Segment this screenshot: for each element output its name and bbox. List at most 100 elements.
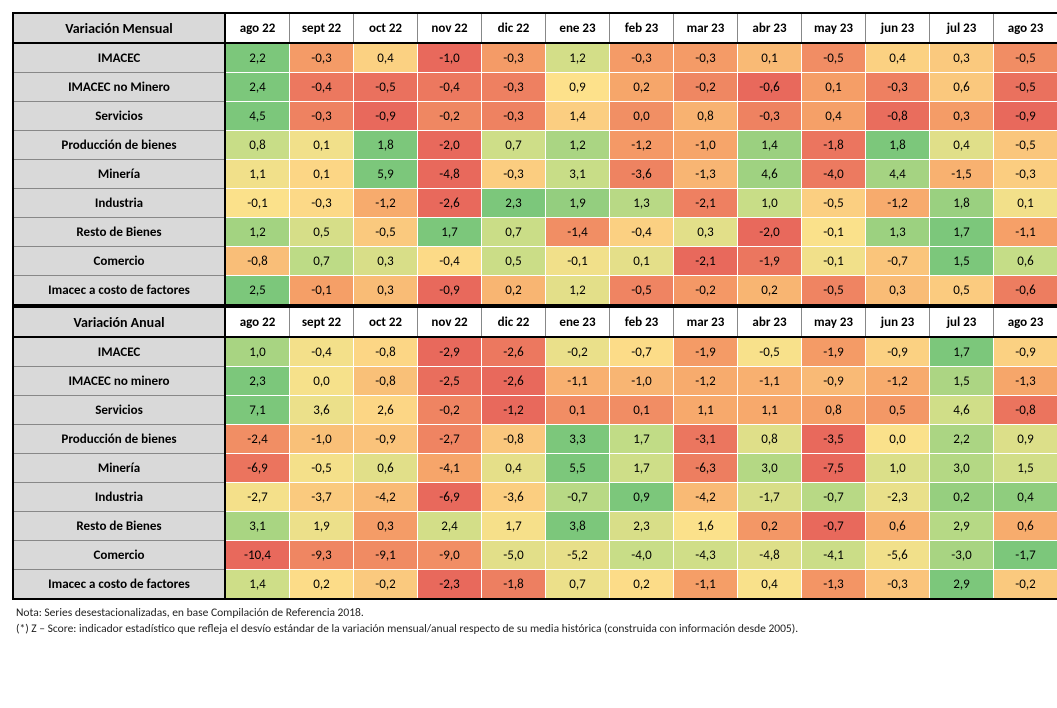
data-cell: -2,6 [482, 367, 546, 396]
data-cell: -2,0 [738, 218, 802, 247]
data-cell: 1,1 [674, 396, 738, 425]
data-cell: -0,8 [354, 367, 418, 396]
data-cell: -0,2 [546, 337, 610, 367]
data-cell: 0,0 [866, 425, 930, 454]
data-cell: -3,6 [482, 483, 546, 512]
data-cell: 0,2 [290, 570, 354, 600]
data-cell: 2,3 [610, 512, 674, 541]
data-cell: -0,5 [802, 43, 866, 73]
data-cell: 3,6 [290, 396, 354, 425]
data-cell: -0,1 [546, 247, 610, 276]
data-cell: 1,9 [546, 189, 610, 218]
data-cell: -0,5 [610, 276, 674, 306]
data-cell: 0,3 [674, 218, 738, 247]
data-cell: 0,1 [290, 160, 354, 189]
data-cell: 1,0 [225, 337, 290, 367]
data-cell: 0,6 [994, 247, 1057, 276]
data-cell: -3,5 [802, 425, 866, 454]
data-cell: -0,9 [354, 425, 418, 454]
heatmap-tables: Variación Mensualago 22sept 22oct 22nov … [12, 12, 1045, 600]
data-cell: 0,0 [610, 102, 674, 131]
data-cell: -3,7 [290, 483, 354, 512]
data-cell: -1,2 [482, 396, 546, 425]
data-cell: 0,4 [482, 454, 546, 483]
data-cell: -0,3 [482, 43, 546, 73]
data-cell: -0,3 [674, 43, 738, 73]
data-cell: 1,2 [546, 276, 610, 306]
data-cell: -9,1 [354, 541, 418, 570]
data-cell: 1,2 [225, 218, 290, 247]
data-cell: -2,9 [418, 337, 482, 367]
data-cell: -9,3 [290, 541, 354, 570]
column-header: oct 22 [354, 307, 418, 337]
data-cell: -0,7 [866, 247, 930, 276]
data-cell: -2,1 [674, 189, 738, 218]
column-header: sept 22 [290, 307, 354, 337]
row-label: Comercio [13, 247, 225, 276]
data-cell: -2,1 [674, 247, 738, 276]
data-cell: 0,3 [354, 276, 418, 306]
data-cell: -0,9 [418, 276, 482, 306]
row-label: Resto de Bienes [13, 512, 225, 541]
data-cell: -0,5 [738, 337, 802, 367]
data-cell: 0,1 [610, 247, 674, 276]
data-cell: -0,5 [994, 73, 1057, 102]
data-cell: 0,8 [802, 396, 866, 425]
data-cell: 3,0 [930, 454, 994, 483]
column-header: dic 22 [482, 307, 546, 337]
column-header: may 23 [802, 307, 866, 337]
data-cell: -6,9 [418, 483, 482, 512]
data-cell: -9,0 [418, 541, 482, 570]
data-cell: 1,3 [866, 218, 930, 247]
footnotes: Nota: Series desestacionalizadas, en bas… [12, 606, 1045, 637]
data-cell: -0,1 [802, 218, 866, 247]
data-cell: 5,9 [354, 160, 418, 189]
data-cell: -0,2 [354, 570, 418, 600]
column-header: ago 23 [994, 307, 1057, 337]
data-cell: -1,3 [674, 160, 738, 189]
data-cell: 3,0 [738, 454, 802, 483]
data-cell: 3,1 [546, 160, 610, 189]
data-cell: -1,5 [930, 160, 994, 189]
data-cell: 1,6 [674, 512, 738, 541]
data-cell: 1,9 [290, 512, 354, 541]
data-cell: 4,4 [866, 160, 930, 189]
data-cell: 0,3 [930, 102, 994, 131]
data-cell: -2,0 [418, 131, 482, 160]
data-cell: 1,7 [930, 218, 994, 247]
data-cell: -1,9 [802, 337, 866, 367]
data-cell: 0,2 [610, 570, 674, 600]
data-cell: -0,7 [802, 483, 866, 512]
data-cell: 0,5 [930, 276, 994, 306]
data-cell: -0,4 [290, 73, 354, 102]
data-cell: 0,2 [930, 483, 994, 512]
data-cell: -1,1 [546, 367, 610, 396]
data-cell: -0,2 [674, 276, 738, 306]
data-cell: 0,4 [738, 570, 802, 600]
data-cell: -0,5 [994, 43, 1057, 73]
data-cell: -0,3 [290, 43, 354, 73]
data-table: Variación Anualago 22sept 22oct 22nov 22… [12, 306, 1057, 600]
data-cell: -0,3 [610, 43, 674, 73]
column-header: ago 23 [994, 13, 1057, 43]
data-cell: 0,9 [610, 483, 674, 512]
row-label: Servicios [13, 396, 225, 425]
footnote-line: Nota: Series desestacionalizadas, en bas… [16, 606, 1045, 622]
data-cell: -4,1 [418, 454, 482, 483]
data-cell: 0,2 [738, 276, 802, 306]
data-cell: 0,8 [225, 131, 290, 160]
data-cell: 4,6 [930, 396, 994, 425]
data-cell: -3,6 [610, 160, 674, 189]
data-cell: -4,8 [738, 541, 802, 570]
column-header: mar 23 [674, 307, 738, 337]
data-cell: -5,2 [546, 541, 610, 570]
data-cell: 1,4 [546, 102, 610, 131]
data-cell: -1,8 [802, 131, 866, 160]
data-cell: 0,2 [482, 276, 546, 306]
data-cell: -4,2 [354, 483, 418, 512]
data-cell: 1,7 [610, 425, 674, 454]
data-cell: 0,4 [994, 483, 1057, 512]
column-header: ago 22 [225, 13, 290, 43]
data-cell: 3,8 [546, 512, 610, 541]
data-cell: -1,1 [994, 218, 1057, 247]
